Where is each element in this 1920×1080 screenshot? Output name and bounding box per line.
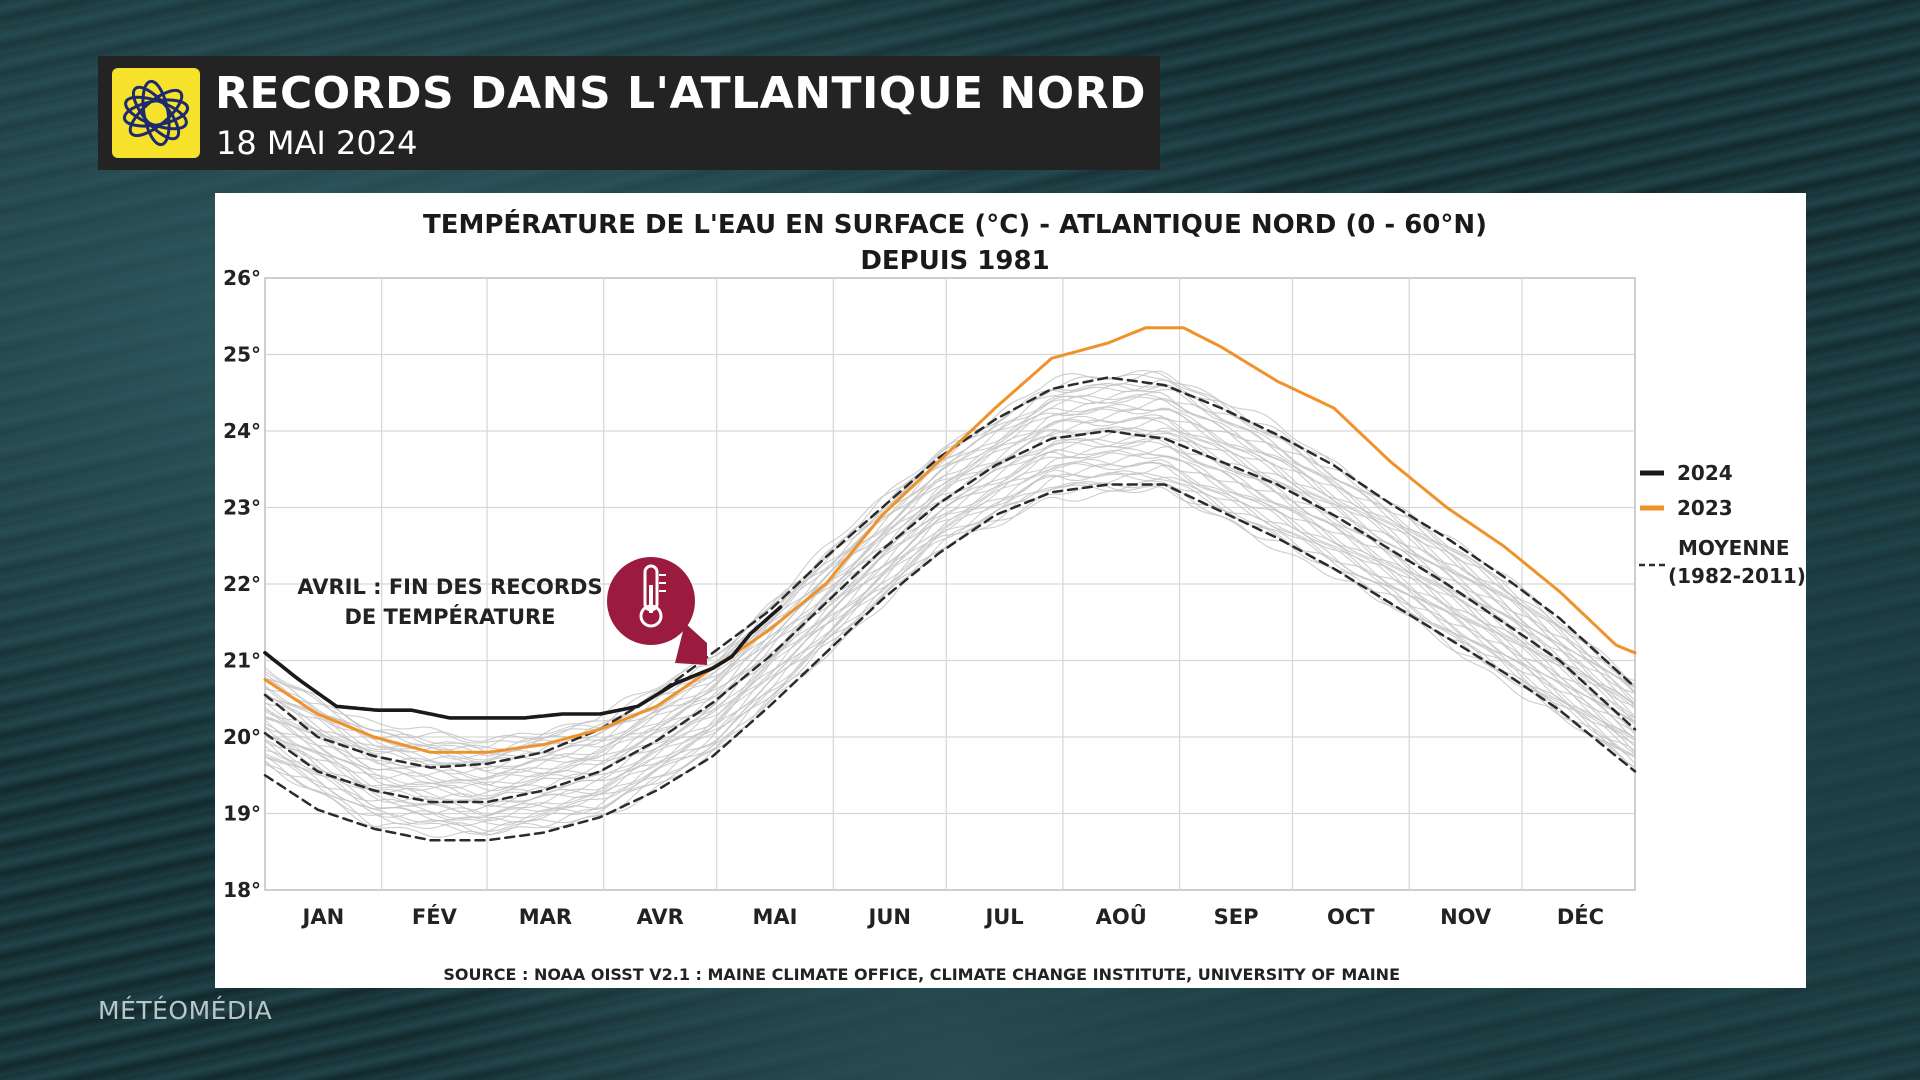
x-tick-label: NOV	[1440, 905, 1492, 929]
history-line	[264, 379, 1636, 757]
history-line	[264, 406, 1636, 774]
source-note: SOURCE : NOAA OISST V2.1 : MAINE CLIMATE…	[443, 965, 1400, 984]
x-tick-label: JUL	[983, 905, 1023, 929]
history-line	[264, 446, 1636, 808]
history-line	[264, 469, 1636, 826]
series-line-std-band	[263, 376, 1637, 769]
annotation-line2: DE TEMPÉRATURE	[344, 604, 555, 629]
history-line	[264, 397, 1636, 772]
history-line	[264, 470, 1636, 823]
history-line	[264, 449, 1636, 808]
sst-chart: TEMPÉRATURE DE L'EAU EN SURFACE (°C) - A…	[223, 208, 1806, 984]
legend: 2024 2023 MOYENNE (1982-2011)	[1639, 461, 1806, 588]
legend-label-2024: 2024	[1677, 461, 1733, 485]
legend-label-average: MOYENNE	[1678, 536, 1789, 560]
y-tick-label: 19°	[223, 802, 261, 826]
history-line	[264, 438, 1636, 797]
y-tick-label: 20°	[223, 725, 261, 749]
chart-title: TEMPÉRATURE DE L'EAU EN SURFACE (°C) - A…	[423, 208, 1487, 240]
y-tick-label: 21°	[223, 649, 261, 673]
legend-label-average-period: (1982-2011)	[1668, 564, 1806, 588]
brand-wordmark: MÉTÉOMÉDIA	[98, 996, 273, 1025]
y-tick-label: 22°	[223, 572, 261, 596]
y-tick-label: 18°	[223, 878, 261, 902]
history-line	[264, 395, 1636, 763]
history-line	[264, 427, 1636, 789]
x-tick-label: MAR	[519, 905, 572, 929]
series-line-2024	[263, 605, 783, 720]
chart-subtitle: DEPUIS 1981	[860, 246, 1049, 276]
x-tick-label: JUN	[867, 905, 911, 929]
thermometer-icon	[607, 557, 707, 665]
grid	[265, 278, 1635, 890]
x-tick-label: FÉV	[412, 904, 458, 929]
x-tick-label: JAN	[301, 905, 345, 929]
page-title: RECORDS DANS L'ATLANTIQUE NORD	[215, 68, 1147, 119]
y-tick-label: 23°	[223, 496, 261, 520]
history-line	[264, 464, 1636, 822]
legend-label-2023: 2023	[1677, 496, 1733, 520]
history-line	[264, 458, 1636, 817]
page-date: 18 MAI 2024	[216, 124, 418, 162]
history-line	[264, 373, 1636, 744]
history-lines	[264, 369, 1636, 838]
y-tick-label: 24°	[223, 419, 261, 443]
history-line	[264, 415, 1636, 781]
y-axis-ticks: 18° 19° 20° 21° 22° 23° 24° 25° 26°	[223, 266, 261, 902]
title-banner: RECORDS DANS L'ATLANTIQUE NORD 18 MAI 20…	[98, 56, 1160, 170]
history-line	[264, 370, 1636, 749]
history-line	[264, 426, 1636, 789]
x-tick-label: DÉC	[1557, 904, 1604, 929]
y-tick-label: 26°	[223, 266, 261, 290]
history-line	[264, 416, 1636, 786]
weather-network-logo-icon	[112, 68, 200, 158]
x-tick-label: AVR	[637, 905, 684, 929]
history-line	[264, 416, 1636, 782]
series-line-2023	[263, 326, 1637, 754]
history-line	[264, 453, 1636, 813]
x-tick-label: AOÛ	[1096, 904, 1147, 929]
series-line-average	[263, 429, 1637, 804]
history-line	[264, 403, 1636, 769]
series-line-std-band	[263, 483, 1637, 842]
x-tick-label: OCT	[1327, 905, 1375, 929]
history-line	[264, 383, 1636, 751]
history-line	[264, 393, 1636, 761]
series-lines	[263, 326, 1637, 842]
x-tick-label: MAI	[753, 905, 798, 929]
y-tick-label: 25°	[223, 343, 261, 367]
x-tick-label: SEP	[1214, 905, 1259, 929]
x-axis-months: JAN FÉV MAR AVR MAI JUN JUL AOÛ SEP OCT NOV DÉC	[301, 904, 1605, 929]
annotation-line1: AVRIL : FIN DES RECORDS	[297, 575, 602, 599]
chart-panel: TEMPÉRATURE DE L'EAU EN SURFACE (°C) - A…	[215, 193, 1806, 988]
history-line	[264, 382, 1636, 755]
